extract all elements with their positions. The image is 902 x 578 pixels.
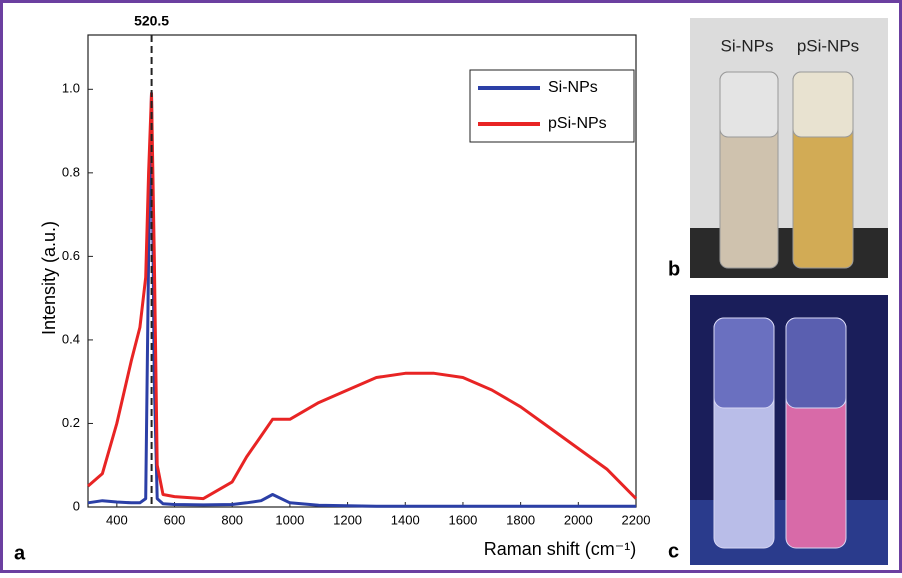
y-axis-label: Intensity (a.u.) <box>39 221 59 335</box>
y-tick-label: 0.6 <box>62 248 80 263</box>
reference-label: 520.5 <box>134 13 169 29</box>
x-tick-label: 1000 <box>275 512 304 527</box>
y-tick-label: 1.0 <box>62 81 80 96</box>
x-tick-label: 400 <box>106 512 128 527</box>
legend-label: Si-NPs <box>548 79 598 96</box>
photo-b <box>690 18 888 278</box>
x-tick-label: 1800 <box>506 512 535 527</box>
x-tick-label: 800 <box>221 512 243 527</box>
x-tick-label: 1400 <box>391 512 420 527</box>
x-tick-label: 1200 <box>333 512 362 527</box>
panel-label: b <box>668 258 680 280</box>
x-tick-label: 1600 <box>448 512 477 527</box>
legend-label: pSi-NPs <box>548 115 607 132</box>
panel-label: c <box>668 540 679 562</box>
y-tick-label: 0 <box>73 498 80 513</box>
y-tick-label: 0.2 <box>62 415 80 430</box>
x-tick-label: 600 <box>164 512 186 527</box>
series-line <box>87 92 638 501</box>
y-tick-label: 0.4 <box>62 331 80 346</box>
photo-c <box>690 295 888 565</box>
panel-label: a <box>14 542 26 564</box>
x-tick-label: 2000 <box>564 512 593 527</box>
photo-label: Si-NPs <box>721 36 774 55</box>
x-axis-label: Raman shift (cm⁻¹) <box>484 539 637 559</box>
legend-box <box>469 69 635 143</box>
series-line <box>87 92 636 508</box>
y-tick-label: 0.8 <box>62 164 80 179</box>
x-tick-label: 2200 <box>622 512 651 527</box>
photo-label: pSi-NPs <box>797 36 859 55</box>
